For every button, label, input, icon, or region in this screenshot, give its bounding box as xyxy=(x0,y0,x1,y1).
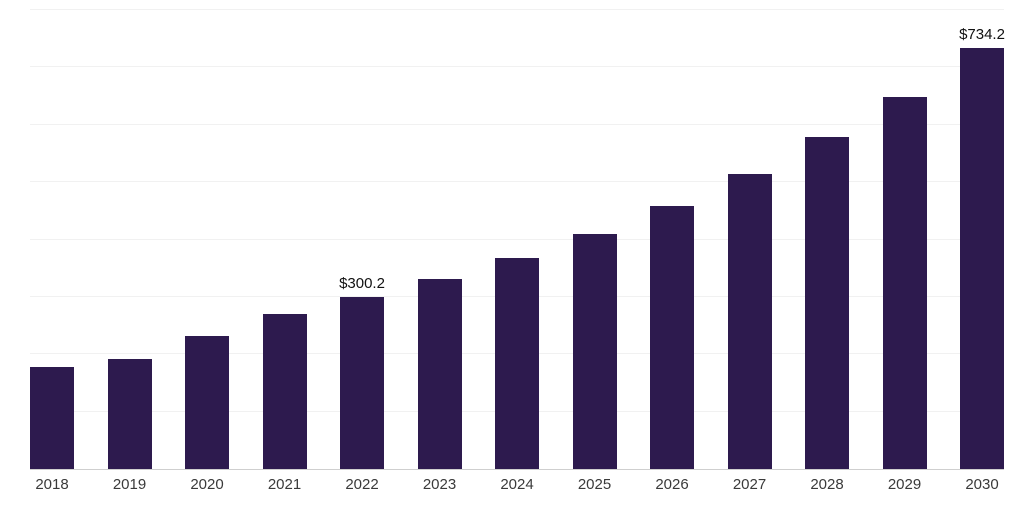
bars-container: $300.2 $734.2 xyxy=(30,10,1005,469)
bar xyxy=(650,206,694,469)
bar xyxy=(185,336,229,469)
x-tick-label: 2021 xyxy=(267,476,302,493)
data-label: $300.2 xyxy=(339,274,385,292)
plot-area: $300.2 $734.2 xyxy=(30,9,1005,470)
bar-group-2019 xyxy=(107,10,152,469)
data-label: $734.2 xyxy=(959,25,1005,43)
x-tick-label: 2019 xyxy=(112,476,147,493)
bar xyxy=(572,233,617,469)
x-tick-label: 2027 xyxy=(732,476,767,493)
bar-group-2025 xyxy=(572,10,617,469)
bar-group-2026 xyxy=(650,10,694,469)
bar-group-2024 xyxy=(495,10,539,469)
bar xyxy=(262,314,307,469)
x-tick-label: 2020 xyxy=(190,476,224,493)
bar xyxy=(960,47,1004,469)
bar-group-2028 xyxy=(805,10,849,469)
bar-group-2027 xyxy=(727,10,772,469)
bar xyxy=(495,257,539,469)
bar xyxy=(107,358,152,469)
x-tick-label: 2030 xyxy=(965,476,999,493)
bar-group-2029 xyxy=(882,10,927,469)
x-tick-label: 2028 xyxy=(810,476,844,493)
x-tick-label: 2024 xyxy=(500,476,534,493)
bar xyxy=(30,366,74,469)
bar xyxy=(805,137,849,469)
x-tick-label: 2029 xyxy=(887,476,922,493)
bar xyxy=(882,97,927,469)
bar-group-2020 xyxy=(185,10,229,469)
x-tick-label: 2022 xyxy=(345,476,379,493)
bar xyxy=(417,279,462,469)
bar-group-2022: $300.2 xyxy=(339,10,385,469)
bar-group-2018 xyxy=(30,10,74,469)
bar-group-2030: $734.2 xyxy=(959,10,1005,469)
x-axis: 2018 2019 2020 2021 2022 2023 2024 2025 2026 2027… xyxy=(30,476,1004,493)
x-tick-label: 2025 xyxy=(577,476,612,493)
x-tick-label: 2023 xyxy=(422,476,457,493)
bar-group-2023 xyxy=(417,10,462,469)
x-tick-label: 2026 xyxy=(655,476,689,493)
bar-group-2021 xyxy=(262,10,307,469)
bar xyxy=(727,174,772,469)
bar xyxy=(340,296,384,469)
x-tick-label: 2018 xyxy=(35,476,69,493)
